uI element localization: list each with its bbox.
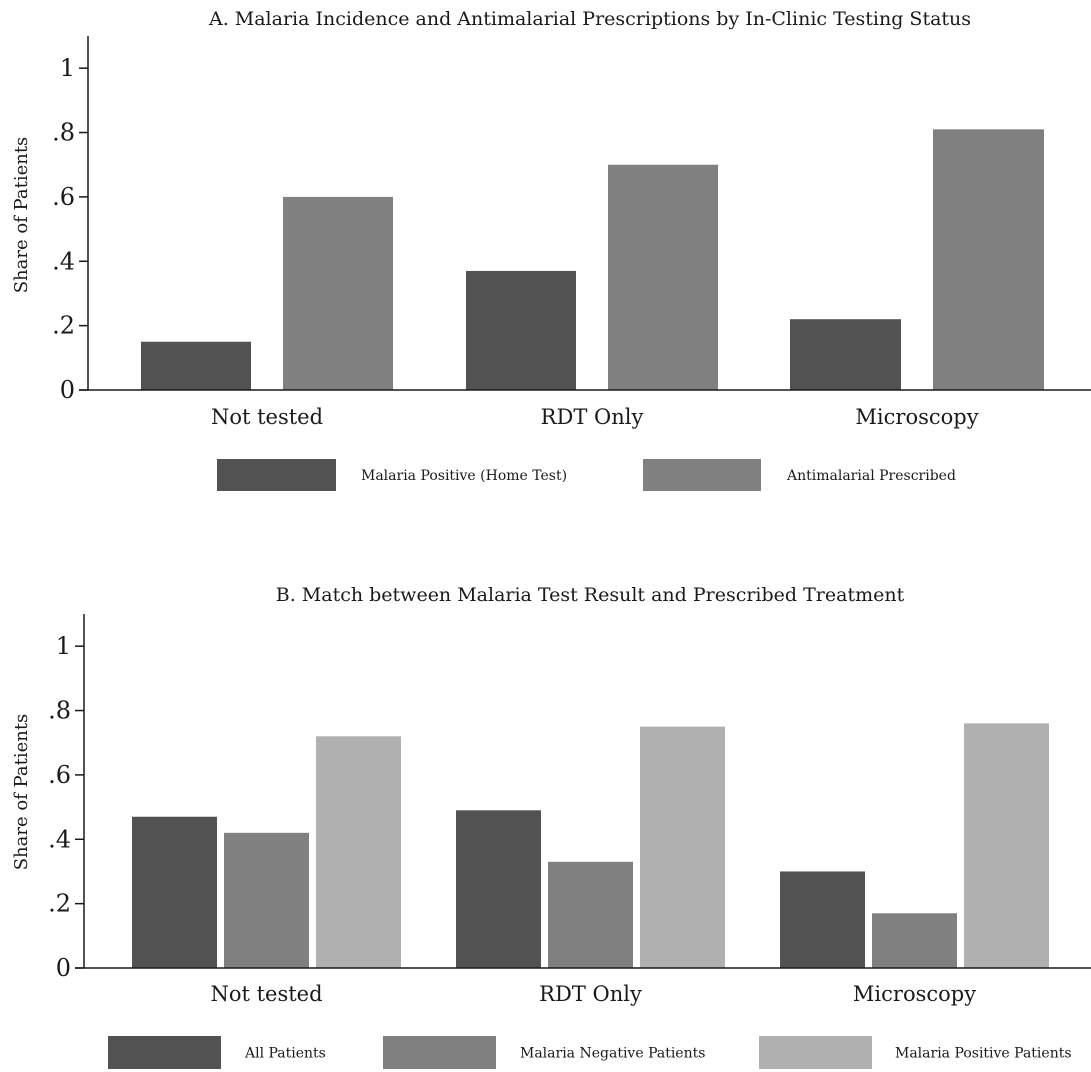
panel-b: B. Match between Malaria Test Result and… (11, 584, 1091, 1069)
panel-b-axes (75, 614, 1091, 969)
bar-rdt-only-malaria-positive-patients (640, 726, 725, 968)
y-tick-label: 1 (60, 54, 75, 82)
legend-label-all-patients: All Patients (244, 1046, 326, 1062)
panel-a-title: A. Malaria Incidence and Antimalarial Pr… (208, 8, 971, 30)
y-tick-label: .6 (48, 761, 71, 789)
bar-not-tested-malaria-positive-home-test (141, 341, 251, 390)
bar-microscopy-malaria-positive-patients (964, 723, 1049, 968)
x-tick-label: RDT Only (539, 982, 642, 1006)
legend-swatch-all-patients (108, 1036, 221, 1069)
y-tick-label: .8 (48, 697, 71, 725)
x-tick-label: RDT Only (541, 405, 644, 429)
y-tick-label: .2 (48, 890, 71, 918)
legend-swatch-malaria-negative-patients (383, 1036, 496, 1069)
bar-microscopy-malaria-negative-patients (872, 913, 957, 968)
panel-a-bars (141, 129, 1044, 390)
y-tick-label: 0 (56, 954, 71, 982)
y-tick-label: .6 (52, 183, 75, 211)
legend-label-malaria-positive-patients: Malaria Positive Patients (895, 1046, 1072, 1062)
panel-b-title: B. Match between Malaria Test Result and… (276, 584, 905, 606)
panel-a-legend: Malaria Positive (Home Test) Antimalarial… (217, 459, 956, 491)
panel-a-y-axis-label: Share of Patients (11, 137, 32, 294)
panel-b-y-axis-label: Share of Patients (11, 714, 32, 871)
panel-a-x-ticks: Not tested RDT Only Microscopy (211, 405, 979, 429)
bar-microscopy-malaria-positive-home-test (790, 319, 901, 390)
bar-rdt-only-malaria-negative-patients (548, 861, 633, 968)
y-tick-label: .8 (52, 119, 75, 147)
bar-not-tested-all-patients (132, 816, 217, 968)
x-tick-label: Not tested (211, 405, 323, 429)
x-tick-label: Microscopy (853, 982, 976, 1006)
bar-rdt-only-all-patients (456, 810, 541, 968)
legend-swatch-malaria-positive-home-test (217, 459, 336, 491)
bar-not-tested-malaria-positive-patients (316, 736, 401, 968)
bar-microscopy-all-patients (780, 871, 865, 968)
y-tick-label: 0 (60, 376, 75, 404)
bar-rdt-only-malaria-positive-home-test (466, 270, 576, 390)
x-tick-label: Not tested (210, 982, 322, 1006)
y-tick-label: .2 (52, 312, 75, 340)
panel-b-x-ticks: Not tested RDT Only Microscopy (210, 982, 976, 1006)
legend-swatch-antimalarial-prescribed (643, 459, 761, 491)
panel-a-y-ticks: 0 .2 .4 .6 .8 1 (52, 54, 88, 404)
panel-b-y-ticks: 0 .2 .4 .6 .8 1 (48, 632, 84, 982)
y-tick-label: .4 (48, 825, 71, 853)
legend-label-malaria-positive-home-test: Malaria Positive (Home Test) (361, 468, 567, 484)
legend-swatch-malaria-positive-patients (759, 1036, 872, 1069)
panel-b-legend: All Patients Malaria Negative Patients Mal… (108, 1036, 1072, 1069)
x-tick-label: Microscopy (855, 405, 978, 429)
legend-label-malaria-negative-patients: Malaria Negative Patients (520, 1046, 705, 1062)
y-tick-label: 1 (56, 632, 71, 660)
y-tick-label: .4 (52, 247, 75, 275)
bar-rdt-only-antimalarial-prescribed (608, 164, 718, 390)
panel-a-axes (79, 36, 1091, 391)
bar-not-tested-antimalarial-prescribed (283, 196, 393, 390)
legend-label-antimalarial-prescribed: Antimalarial Prescribed (786, 468, 956, 484)
panel-a: A. Malaria Incidence and Antimalarial Pr… (11, 8, 1091, 491)
bar-not-tested-malaria-negative-patients (224, 832, 309, 968)
panel-b-bars (132, 723, 1049, 968)
bar-microscopy-antimalarial-prescribed (933, 129, 1044, 390)
